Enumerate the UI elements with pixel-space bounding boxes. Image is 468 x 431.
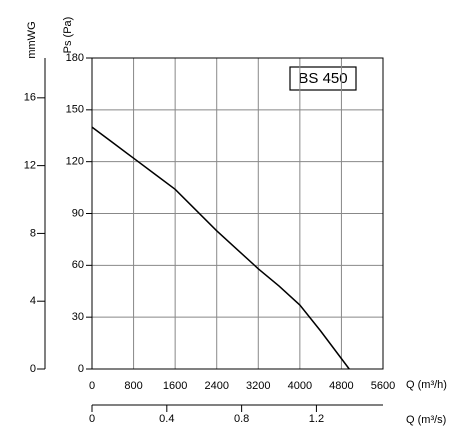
y-tick-label: 150 (66, 104, 84, 116)
x-tick-label: 4000 (288, 380, 312, 392)
x-tick-label: 5600 (371, 380, 395, 392)
x-axis-label: Q (m³/h) (406, 379, 447, 391)
y-tick-label: 0 (78, 363, 84, 375)
fan-curve (91, 126, 350, 370)
x-tick-label: 3200 (246, 380, 270, 392)
y2-tick-label: 8 (30, 227, 36, 239)
y2-tick-label: 4 (30, 295, 36, 307)
y-tick-label: 60 (72, 259, 84, 271)
y-tick-label: 90 (72, 207, 84, 219)
y2-tick-label: 16 (24, 92, 36, 104)
x2-tick-label: 0.4 (159, 413, 174, 425)
x-tick-label: 800 (124, 380, 142, 392)
y-tick-label: 180 (66, 52, 84, 64)
x-tick-label: 4800 (329, 380, 353, 392)
x-tick-label: 2400 (204, 380, 228, 392)
y-axis-label: Ps (Pa) (62, 17, 74, 54)
x2-tick-label: 0.8 (234, 413, 249, 425)
y-tick-label: 30 (72, 311, 84, 323)
x2-axis-label: Q (m³/s) (406, 414, 446, 426)
plot-frame (91, 57, 384, 370)
x-tick-label: 1600 (163, 380, 187, 392)
y-tick-label: 120 (66, 156, 84, 168)
y2-tick-label: 12 (24, 160, 36, 172)
x2-tick-label: 1.2 (309, 413, 324, 425)
x2-tick-label: 0 (89, 413, 95, 425)
x-tick-label: 0 (89, 380, 95, 392)
chart-label: BS 450 (298, 70, 347, 87)
y2-axis-label: mmWG (26, 21, 38, 58)
y2-tick-label: 0 (30, 363, 36, 375)
label-box (289, 66, 357, 91)
